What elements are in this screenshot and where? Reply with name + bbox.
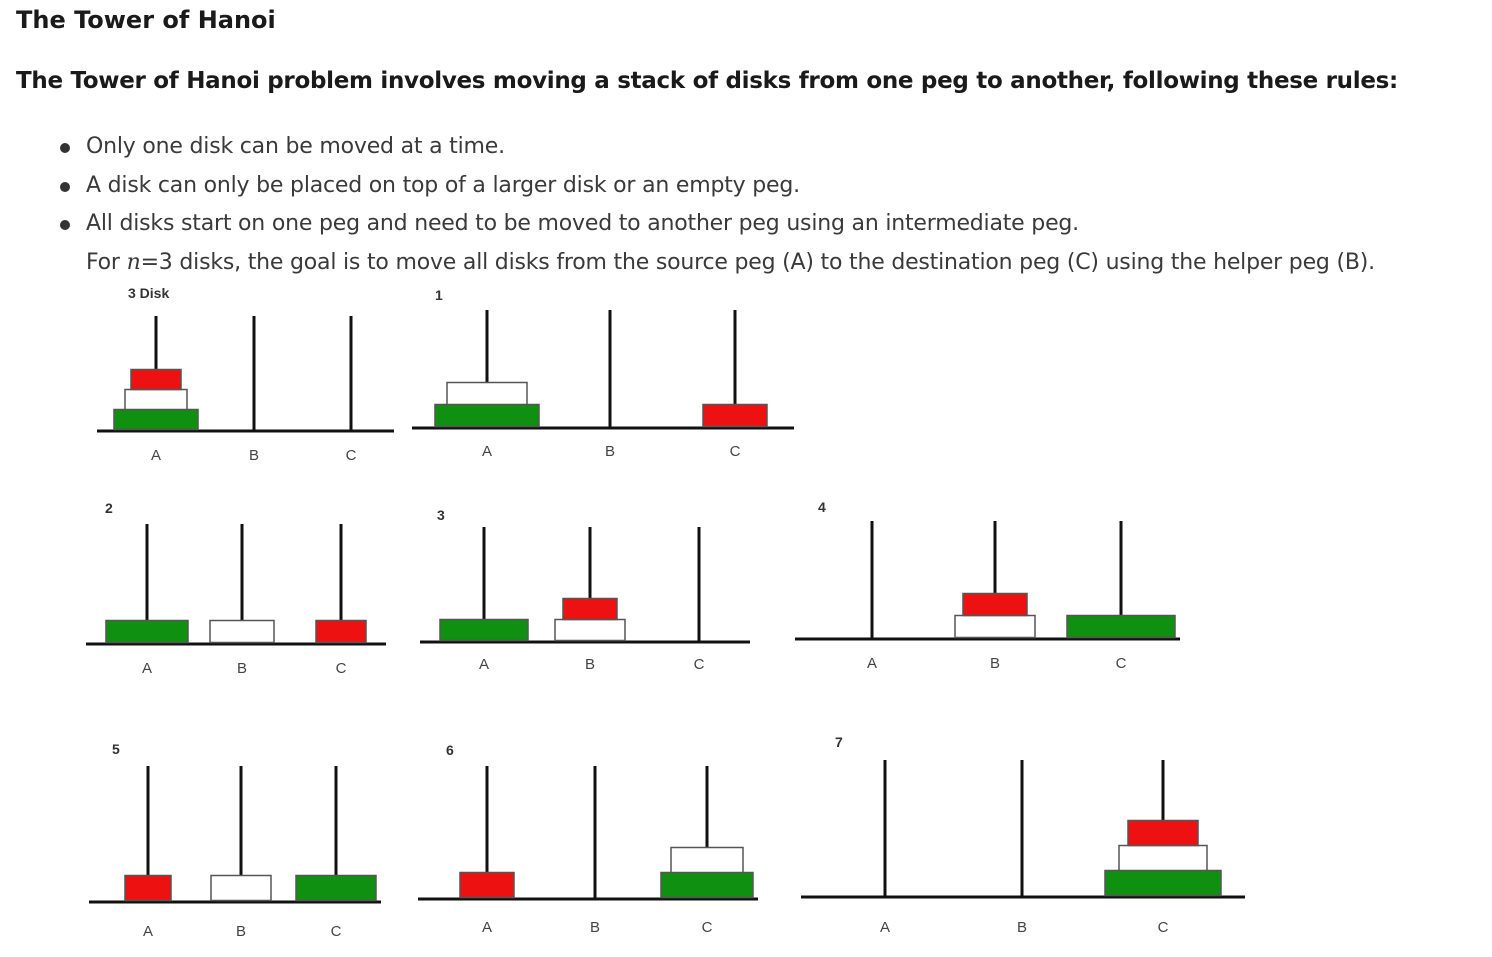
- rule-item: Only one disk can be moved at a time.: [60, 130, 1079, 169]
- panel-label: 3: [437, 507, 445, 523]
- intro-text: The Tower of Hanoi problem involves movi…: [16, 68, 1398, 94]
- large-disk: [1066, 614, 1176, 639]
- large-disk: [439, 618, 529, 642]
- peg-label: C: [1116, 655, 1127, 672]
- peg-label: B: [990, 655, 1000, 672]
- goal-prefix: For: [86, 250, 127, 275]
- peg-label: B: [236, 923, 246, 940]
- bullet-icon: [60, 181, 70, 192]
- peg-label: B: [590, 919, 600, 936]
- peg-label: B: [237, 660, 247, 677]
- panel-label: 3 Disk: [128, 285, 169, 301]
- goal-suffix: disks, the goal is to move all disks fro…: [172, 250, 1375, 275]
- peg-label: A: [867, 655, 877, 672]
- goal-variable: n: [126, 250, 141, 275]
- peg-label: C: [730, 443, 741, 460]
- rule-text: A disk can only be placed on top of a la…: [86, 172, 800, 198]
- rule-text: Only one disk can be moved at a time.: [86, 134, 505, 159]
- panel-label: 1: [435, 287, 443, 303]
- large-disk: [660, 871, 754, 899]
- small-disk: [562, 597, 618, 621]
- rule-text: All disks start on one peg and need to b…: [86, 211, 1079, 236]
- peg-label: A: [479, 656, 489, 673]
- panel-label: 7: [835, 734, 843, 750]
- peg-label: A: [482, 919, 492, 936]
- bullet-icon: [60, 220, 70, 230]
- goal-text: For n=3 disks, the goal is to move all d…: [86, 246, 1375, 280]
- small-disk: [962, 592, 1028, 617]
- peg-label: C: [702, 919, 713, 936]
- peg-label: C: [331, 923, 342, 940]
- bullet-icon: [60, 143, 70, 153]
- peg-label: C: [346, 447, 357, 464]
- peg-label: C: [694, 656, 705, 673]
- small-disk: [459, 871, 515, 899]
- medium-disk: [209, 619, 275, 644]
- rule-item: All disks start on one peg and need to b…: [60, 207, 1079, 246]
- peg-label: A: [880, 919, 890, 936]
- peg-label: A: [151, 447, 161, 464]
- large-disk: [434, 403, 540, 428]
- small-disk: [702, 403, 768, 428]
- peg-label: A: [143, 923, 153, 940]
- peg-label: B: [249, 447, 259, 464]
- large-disk: [113, 408, 199, 431]
- peg-label: B: [1017, 919, 1027, 936]
- medium-disk: [554, 618, 626, 642]
- small-disk: [1127, 819, 1199, 847]
- peg-label: C: [1158, 919, 1169, 936]
- medium-disk: [1118, 844, 1208, 872]
- medium-disk: [954, 614, 1036, 639]
- medium-disk: [210, 874, 272, 902]
- rules-list: Only one disk can be moved at a time. A …: [60, 130, 1079, 246]
- large-disk: [1104, 869, 1222, 897]
- panel-label: 5: [112, 741, 120, 757]
- goal-equals: =3: [140, 250, 173, 275]
- small-disk: [124, 874, 172, 902]
- peg-label: A: [482, 443, 492, 460]
- peg-label: B: [605, 443, 615, 460]
- large-disk: [105, 619, 189, 644]
- rule-item: A disk can only be placed on top of a la…: [60, 169, 1079, 208]
- peg-label: B: [585, 656, 595, 673]
- panel-label: 6: [446, 742, 454, 758]
- panel-label: 4: [818, 499, 826, 515]
- medium-disk: [124, 388, 188, 411]
- small-disk: [315, 619, 367, 644]
- medium-disk: [670, 846, 744, 874]
- page-title: The Tower of Hanoi: [16, 6, 276, 34]
- large-disk: [295, 874, 377, 902]
- peg-label: C: [336, 660, 347, 677]
- peg-label: A: [142, 660, 152, 677]
- panel-label: 2: [105, 500, 113, 516]
- medium-disk: [446, 381, 528, 406]
- small-disk: [130, 368, 182, 391]
